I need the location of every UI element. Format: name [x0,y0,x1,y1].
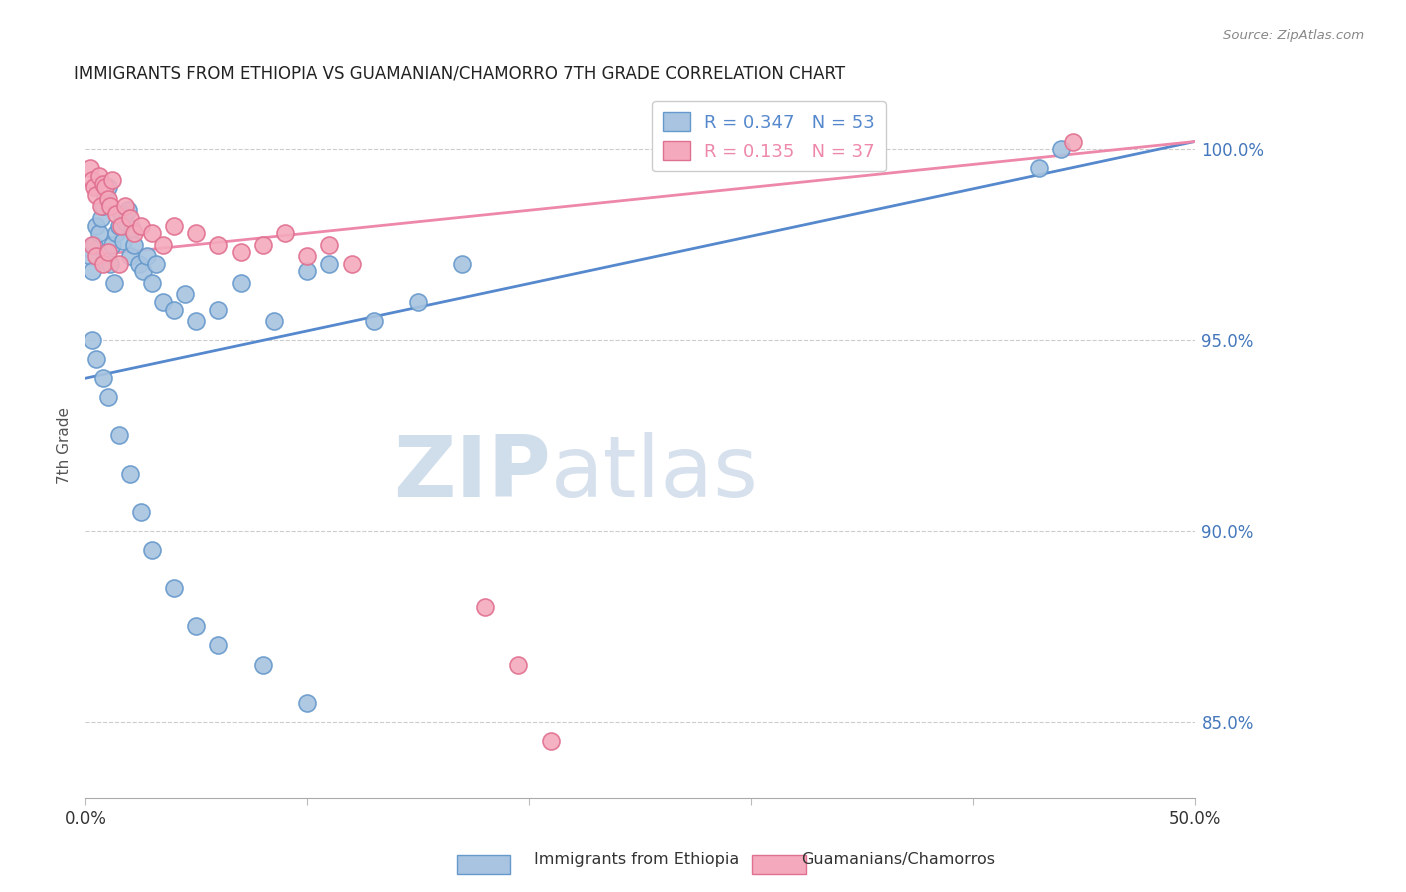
Point [91,257,114,271]
Point [114,199,136,213]
Point [80,264,103,278]
Legend: R = 0.347   N = 53, R = 0.135   N = 37: R = 0.347 N = 53, R = 0.135 N = 37 [652,101,886,171]
Point [295,696,318,710]
Point [80,333,103,347]
Point [121,222,143,236]
Point [91,371,114,385]
Point [207,237,229,252]
Point [86,219,108,233]
Point [451,257,474,271]
Point [141,276,163,290]
Point [79,249,101,263]
Text: IMMIGRANTS FROM ETHIOPIA VS GUAMANIAN/CHAMORRO 7TH GRADE CORRELATION CHART: IMMIGRANTS FROM ETHIOPIA VS GUAMANIAN/CH… [75,64,845,82]
Point [80,173,103,187]
Point [118,211,141,225]
Point [136,249,159,263]
Point [252,237,274,252]
Text: Source: ZipAtlas.com: Source: ZipAtlas.com [1223,29,1364,43]
Point [163,302,186,317]
Point [90,211,112,225]
Point [340,257,363,271]
Point [145,257,167,271]
Point [263,314,285,328]
Point [107,428,129,442]
Point [107,219,129,233]
Point [101,237,124,252]
Point [295,249,318,263]
Point [94,188,117,202]
Point [91,177,114,191]
Point [105,226,128,240]
Point [128,257,150,271]
Text: Immigrants from Ethiopia: Immigrants from Ethiopia [534,852,740,867]
Point [94,180,117,194]
Point [98,199,121,213]
Point [107,257,129,271]
Point [96,245,118,260]
Text: Guamanians/Chamorros: Guamanians/Chamorros [801,852,995,867]
Point [90,199,112,213]
Point [152,237,174,252]
Point [86,188,108,202]
Point [110,219,132,233]
Point [506,657,529,672]
Point [96,180,118,194]
Point [86,352,108,367]
Point [129,219,152,233]
Point [318,237,340,252]
Point [132,264,155,278]
Point [112,234,135,248]
Point [83,237,105,252]
Point [141,226,163,240]
Point [87,169,110,183]
Point [163,219,186,233]
Point [207,302,229,317]
Point [229,276,252,290]
Point [295,264,318,278]
Point [141,543,163,558]
Point [118,249,141,263]
Point [406,294,429,309]
Point [318,257,340,271]
Point [186,619,208,633]
Point [229,245,252,260]
Point [91,199,114,213]
Point [103,276,125,290]
Point [105,207,128,221]
Point [186,314,208,328]
Point [86,249,108,263]
Point [118,467,141,481]
Point [207,639,229,653]
Point [152,294,174,309]
Point [110,207,132,221]
Point [96,192,118,206]
Text: ZIP: ZIP [394,432,551,515]
Point [83,180,105,194]
Point [122,237,145,252]
Point [474,600,496,615]
Y-axis label: 7th Grade: 7th Grade [58,407,72,483]
Point [101,173,124,187]
Point [163,581,186,595]
Point [363,314,385,328]
Point [1028,161,1050,176]
Point [117,203,139,218]
Point [122,226,145,240]
Point [87,226,110,240]
Point [98,257,121,271]
Point [80,237,103,252]
Point [129,505,152,519]
Point [1050,142,1073,156]
Point [114,215,136,229]
Point [186,226,208,240]
Point [274,226,297,240]
Point [252,657,274,672]
Point [96,390,118,404]
Point [1062,135,1084,149]
Point [79,161,101,176]
Point [174,287,197,301]
Point [540,734,562,748]
Text: atlas: atlas [551,432,759,515]
